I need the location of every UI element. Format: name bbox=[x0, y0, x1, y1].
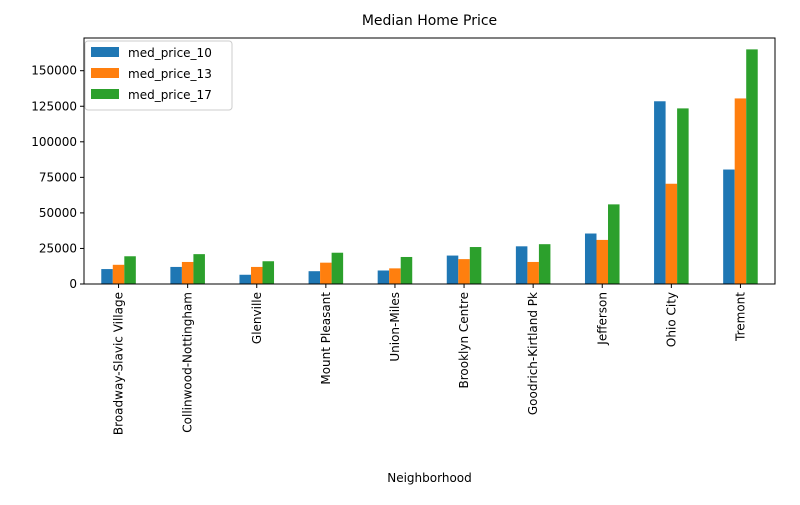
y-tick-label: 75000 bbox=[39, 170, 77, 184]
bar-med_price_10-2 bbox=[239, 274, 251, 284]
x-tick-label: Collinwood-Nottingham bbox=[181, 292, 195, 433]
legend: med_price_10 med_price_13 med_price_17 bbox=[84, 40, 233, 111]
y-tick-label: 0 bbox=[69, 277, 77, 291]
y-axis: 0 25000 50000 75000 100000 125000 150000 bbox=[31, 64, 84, 291]
y-tick-label: 100000 bbox=[31, 135, 77, 149]
bar-med_price_10-1 bbox=[170, 266, 182, 284]
bar-med_price_10-9 bbox=[723, 169, 735, 284]
y-tick-label: 50000 bbox=[39, 206, 77, 220]
x-tick-label: Glenville bbox=[250, 292, 264, 344]
x-tick-label: Broadway-Slavic Village bbox=[112, 292, 126, 435]
bar-med_price_10-8 bbox=[654, 101, 666, 284]
x-tick-label: Goodrich-Kirtland Pk bbox=[526, 292, 540, 415]
bar-med_price_10-3 bbox=[308, 271, 321, 284]
bar-med_price_17-4 bbox=[400, 256, 413, 284]
y-tick-label: 125000 bbox=[31, 99, 77, 113]
legend-swatch-med_price_13 bbox=[91, 68, 119, 78]
legend-swatch-med_price_10 bbox=[91, 47, 119, 57]
x-axis-label: Neighborhood bbox=[387, 471, 472, 485]
bar-med_price_13-2 bbox=[250, 266, 263, 284]
x-tick-label: Jefferson bbox=[595, 292, 609, 346]
bars-layer bbox=[101, 49, 758, 285]
y-tick-label: 150000 bbox=[31, 64, 77, 78]
bar-med_price_10-4 bbox=[377, 270, 390, 284]
x-tick-label: Tremont bbox=[733, 292, 747, 342]
x-tick-label: Brooklyn Centre bbox=[457, 292, 471, 389]
bar-med_price_17-3 bbox=[331, 252, 344, 284]
bar-med_price_17-0 bbox=[124, 256, 136, 284]
legend-swatch-med_price_17 bbox=[91, 89, 119, 99]
x-tick-label: Ohio City bbox=[664, 292, 678, 347]
bar-med_price_13-6 bbox=[527, 261, 539, 284]
bar-med_price_13-1 bbox=[181, 261, 194, 284]
x-axis: Broadway-Slavic Village Collinwood-Nottin… bbox=[112, 284, 747, 435]
bar-med_price_13-0 bbox=[112, 264, 125, 284]
bar-med_price_17-5 bbox=[469, 247, 482, 284]
bar-med_price_17-1 bbox=[193, 254, 205, 284]
plot-frame bbox=[83, 37, 776, 285]
bar-med_price_13-9 bbox=[734, 98, 747, 285]
bar-med_price_17-9 bbox=[746, 49, 758, 284]
x-tick-label: Mount Pleasant bbox=[319, 292, 333, 385]
chart-title: Median Home Price bbox=[362, 13, 497, 29]
bar-med_price_13-5 bbox=[458, 259, 470, 284]
legend-label-med_price_17: med_price_17 bbox=[128, 88, 212, 102]
legend-box bbox=[84, 40, 233, 111]
bar-med_price_10-7 bbox=[584, 233, 597, 284]
bar-med_price_10-6 bbox=[515, 246, 528, 284]
bar-med_price_13-4 bbox=[389, 268, 401, 284]
bar-med_price_17-6 bbox=[538, 244, 551, 284]
bar-med_price_17-8 bbox=[677, 108, 689, 284]
bar-med_price_17-7 bbox=[608, 204, 620, 284]
bar-med_price_10-0 bbox=[101, 269, 113, 284]
y-tick-label: 25000 bbox=[39, 241, 77, 255]
axes-layer bbox=[83, 37, 776, 285]
legend-label-med_price_10: med_price_10 bbox=[128, 46, 212, 60]
bar-med_price_13-7 bbox=[596, 239, 609, 284]
bar-med_price_17-2 bbox=[262, 261, 275, 284]
legend-label-med_price_13: med_price_13 bbox=[128, 67, 212, 81]
x-tick-label: Union-Miles bbox=[388, 292, 402, 362]
bar-med_price_10-5 bbox=[446, 255, 459, 284]
bar-med_price_13-3 bbox=[320, 262, 332, 284]
bar-med_price_13-8 bbox=[665, 183, 678, 284]
